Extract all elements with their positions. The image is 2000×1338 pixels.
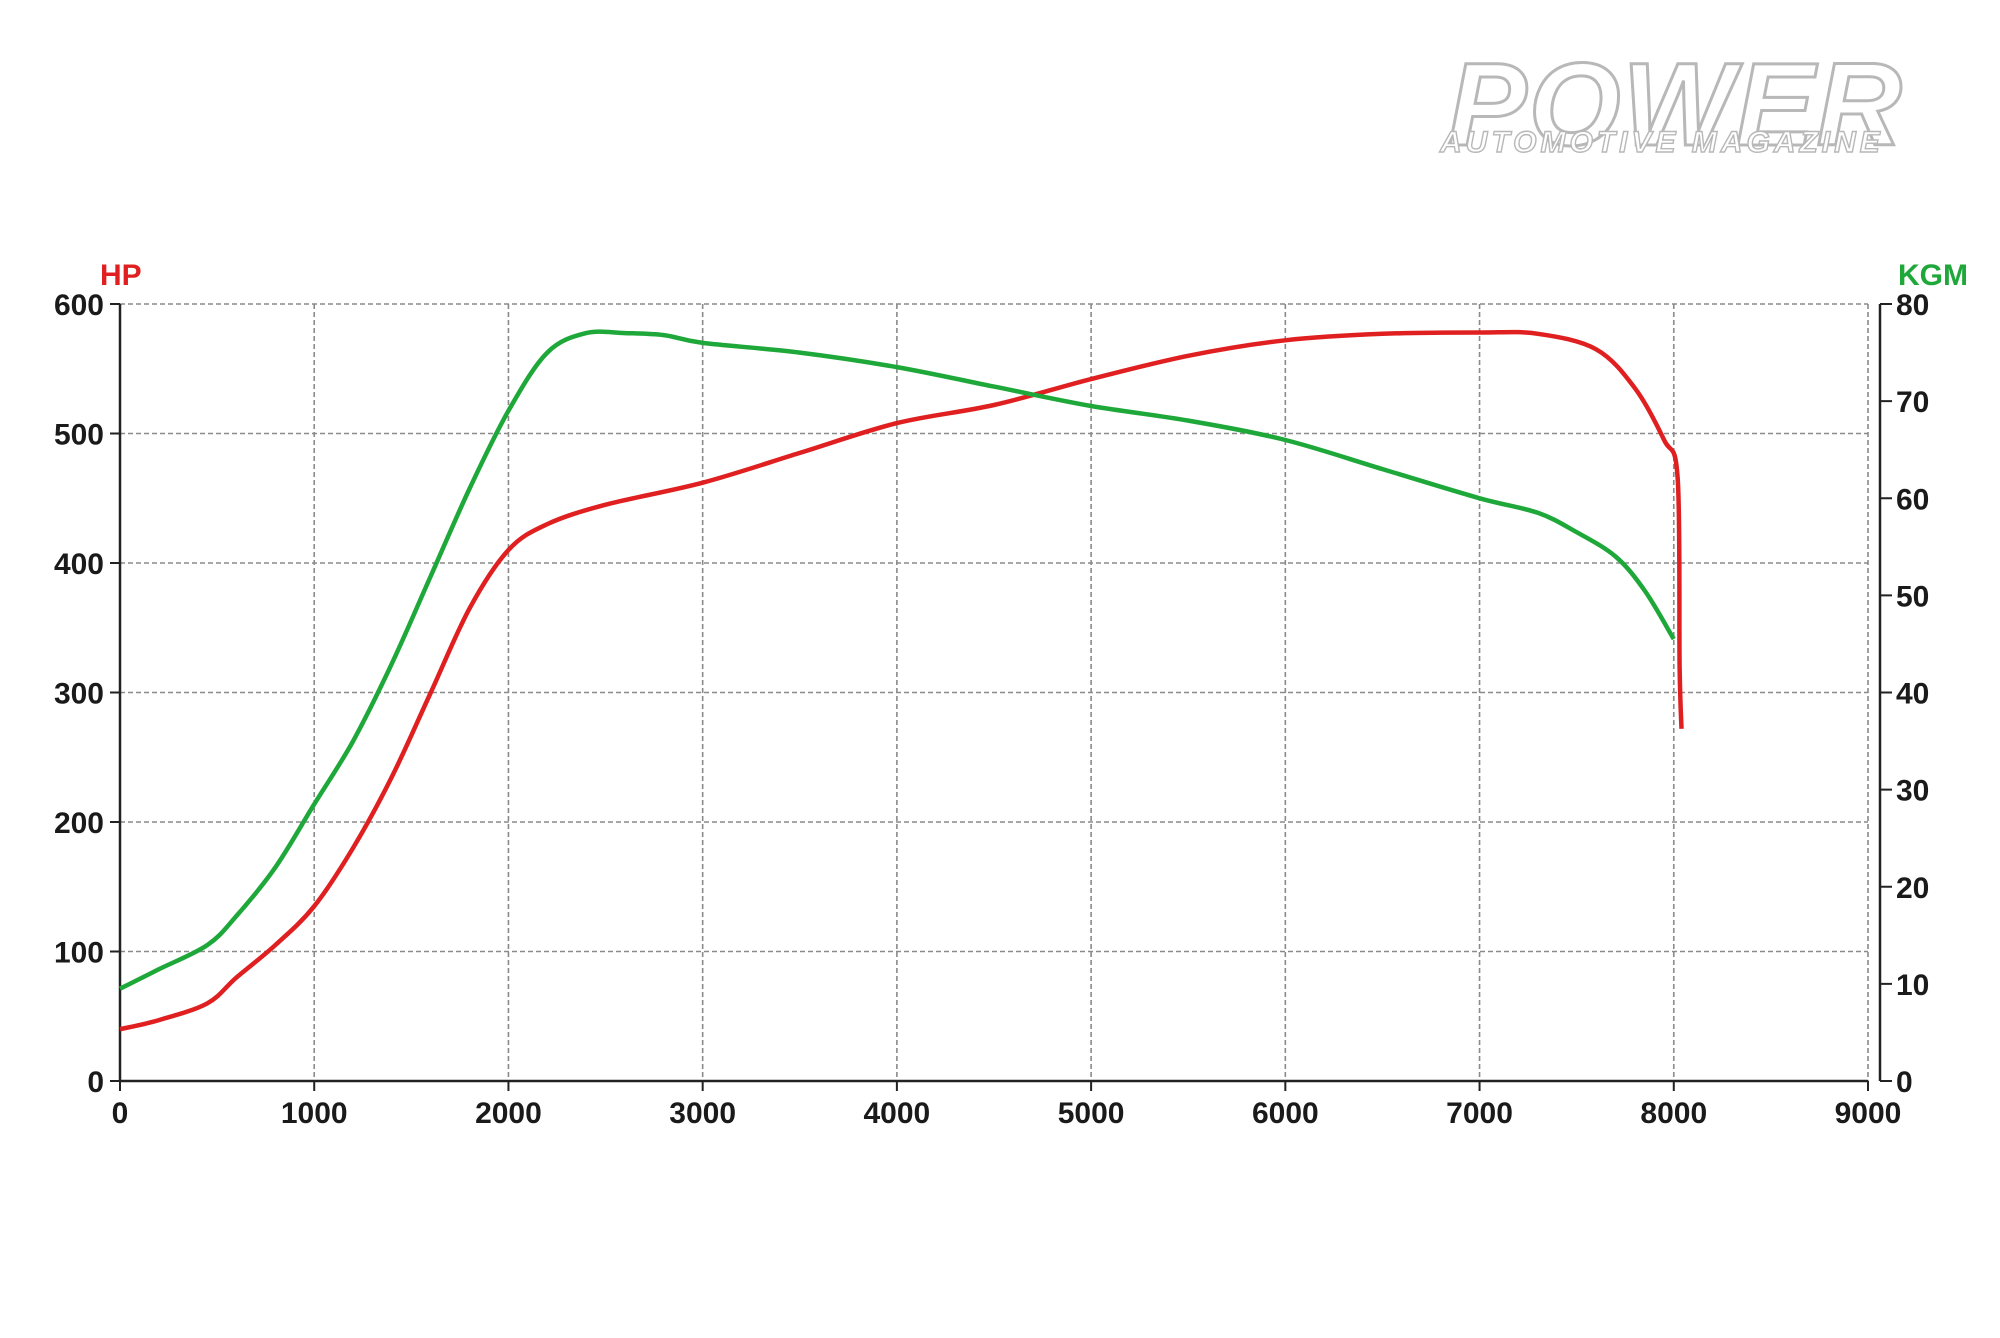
y-tick-label-500: 500: [54, 419, 104, 452]
x-tick-label-7000: 7000: [1446, 1097, 1513, 1130]
x-tick-label-5000: 5000: [1058, 1097, 1125, 1130]
x-tick-label-1000: 1000: [281, 1097, 348, 1130]
y2-tick-label-20: 20: [1896, 872, 1929, 905]
y-tick-label-400: 400: [54, 548, 104, 581]
y2-tick-label-70: 70: [1896, 386, 1929, 419]
left-axis-unit-label: HP: [100, 259, 142, 292]
x-tick-label-6000: 6000: [1252, 1097, 1319, 1130]
axes: [110, 303, 1892, 1091]
y-tick-label-600: 600: [54, 289, 104, 322]
x-tick-label-8000: 8000: [1640, 1097, 1707, 1130]
y2-tick-label-60: 60: [1896, 483, 1929, 516]
tick-labels: 0 1000 2000 3000 4000 5000 6000 7000 8000 9000010…: [54, 289, 1929, 1130]
y2-tick-label-0: 0: [1896, 1066, 1913, 1099]
series-lines: [119, 329, 1684, 1032]
kgm-curve: [119, 329, 1676, 991]
power-magazine-logo: POWER AUTOMOTIVE MAGAZINE: [1438, 38, 1904, 173]
y-tick-label-100: 100: [54, 937, 104, 970]
logo-main-text: POWER: [1448, 39, 1904, 171]
x-tick-label-4000: 4000: [864, 1097, 931, 1130]
x-tick-label-0: 0: [112, 1097, 129, 1130]
y2-tick-label-30: 30: [1896, 775, 1929, 808]
y2-tick-label-50: 50: [1896, 580, 1929, 613]
y-tick-label-0: 0: [87, 1066, 104, 1099]
hp-curve: [119, 329, 1684, 1032]
y2-tick-label-80: 80: [1896, 289, 1929, 322]
x-tick-label-2000: 2000: [475, 1097, 542, 1130]
y-tick-label-300: 300: [54, 678, 104, 711]
x-tick-label-9000: 9000: [1835, 1097, 1902, 1130]
x-tick-label-3000: 3000: [669, 1097, 736, 1130]
logo-sub-text: AUTOMOTIVE MAGAZINE: [1439, 126, 1884, 159]
y2-tick-label-10: 10: [1896, 969, 1929, 1002]
y2-tick-label-40: 40: [1896, 678, 1929, 711]
right-axis-unit-label: KGM: [1898, 259, 1968, 292]
y-tick-label-200: 200: [54, 807, 104, 840]
grid: [120, 303, 1869, 1081]
